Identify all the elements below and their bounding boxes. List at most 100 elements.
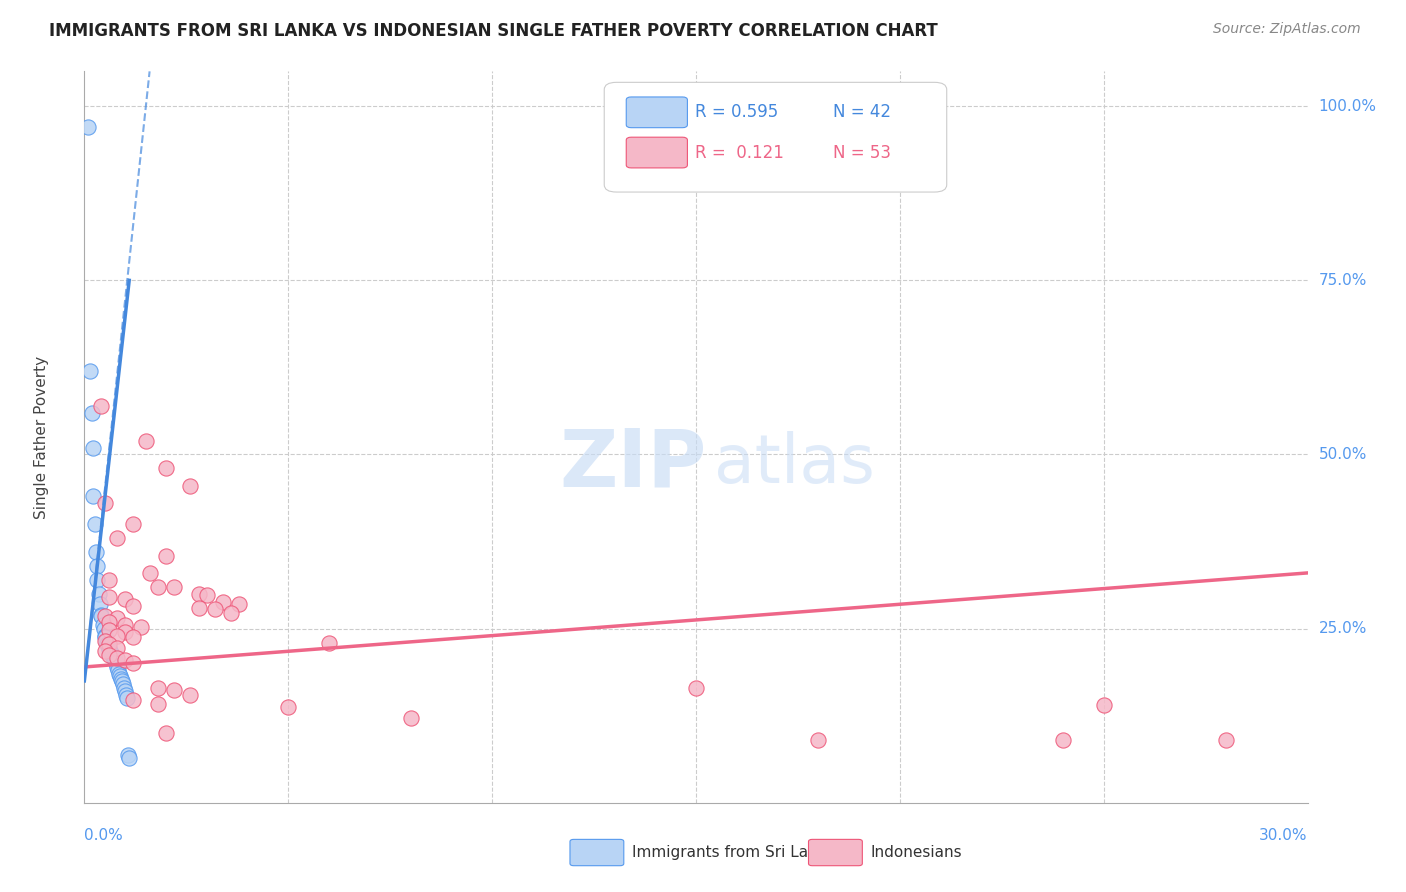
Point [122, 692, 145, 706]
Text: 25.0%: 25.0% [1319, 621, 1367, 636]
Point [111, 673, 134, 688]
Point [163, 580, 186, 594]
Point [399, 711, 422, 725]
Point [685, 681, 707, 695]
Point [100, 646, 122, 660]
Point [96, 637, 118, 651]
Point [204, 602, 226, 616]
Point [115, 691, 138, 706]
Point [122, 517, 145, 532]
Point [94, 634, 117, 648]
Point [83, 517, 105, 532]
Point [1052, 733, 1074, 747]
Point [112, 681, 135, 695]
Point [90, 607, 112, 622]
Point [187, 587, 209, 601]
Point [97, 573, 120, 587]
Point [84, 545, 107, 559]
Point [135, 434, 157, 448]
Text: N = 42: N = 42 [832, 103, 891, 121]
Point [82, 441, 104, 455]
Point [90, 399, 112, 413]
Point [105, 657, 128, 671]
Point [114, 592, 136, 607]
Point [318, 635, 340, 649]
Point [89, 597, 111, 611]
Point [80, 406, 103, 420]
Point [82, 489, 104, 503]
Point [131, 620, 153, 634]
Text: Indonesians: Indonesians [870, 845, 963, 860]
Point [163, 682, 186, 697]
Point [122, 657, 145, 671]
Point [115, 688, 138, 702]
Point [807, 733, 830, 747]
Point [93, 609, 115, 624]
Text: Single Father Poverty: Single Father Poverty [34, 356, 49, 518]
FancyBboxPatch shape [626, 137, 688, 168]
Point [97, 642, 120, 657]
Text: 0.0%: 0.0% [84, 828, 124, 843]
Point [79, 364, 101, 378]
Point [93, 630, 115, 644]
Point [155, 549, 177, 563]
Point [90, 609, 112, 624]
Point [105, 660, 128, 674]
Point [228, 597, 250, 611]
Point [187, 600, 209, 615]
Point [1092, 698, 1115, 713]
Text: IMMIGRANTS FROM SRI LANKA VS INDONESIAN SINGLE FATHER POVERTY CORRELATION CHART: IMMIGRANTS FROM SRI LANKA VS INDONESIAN … [49, 22, 938, 40]
Point [110, 669, 132, 683]
Point [93, 644, 115, 658]
Text: ZIP: ZIP [560, 425, 706, 503]
Point [122, 630, 145, 644]
Text: Source: ZipAtlas.com: Source: ZipAtlas.com [1213, 22, 1361, 37]
Point [101, 648, 124, 662]
Point [105, 651, 128, 665]
FancyBboxPatch shape [605, 82, 946, 192]
Point [179, 688, 201, 702]
Point [179, 479, 201, 493]
Point [98, 644, 121, 658]
Point [110, 672, 132, 686]
Point [86, 558, 108, 573]
Point [114, 684, 136, 698]
Point [97, 639, 120, 653]
Point [114, 618, 136, 632]
Text: R = 0.595: R = 0.595 [695, 103, 778, 121]
Point [105, 531, 128, 545]
Point [195, 588, 218, 602]
Point [114, 625, 136, 640]
FancyBboxPatch shape [569, 839, 624, 866]
Point [93, 622, 115, 636]
Text: 30.0%: 30.0% [1260, 828, 1308, 843]
Point [122, 599, 145, 614]
Point [87, 587, 110, 601]
Point [117, 748, 139, 763]
Point [146, 580, 169, 594]
Point [146, 697, 169, 711]
Point [93, 629, 115, 643]
FancyBboxPatch shape [626, 97, 688, 128]
Point [112, 677, 135, 691]
Point [118, 750, 141, 764]
Point [1215, 733, 1237, 747]
Point [219, 607, 242, 621]
Point [93, 496, 115, 510]
Text: 75.0%: 75.0% [1319, 273, 1367, 288]
Point [138, 566, 160, 580]
Point [105, 641, 128, 656]
Text: atlas: atlas [713, 431, 875, 497]
Point [97, 641, 120, 656]
Text: 100.0%: 100.0% [1319, 99, 1376, 113]
Point [77, 120, 100, 134]
Point [105, 611, 128, 625]
Text: 50.0%: 50.0% [1319, 447, 1367, 462]
Point [91, 618, 114, 632]
Point [146, 681, 169, 695]
Point [97, 591, 120, 605]
Point [212, 595, 235, 609]
Point [86, 573, 108, 587]
Text: Immigrants from Sri Lanka: Immigrants from Sri Lanka [633, 845, 837, 860]
Point [97, 623, 120, 637]
